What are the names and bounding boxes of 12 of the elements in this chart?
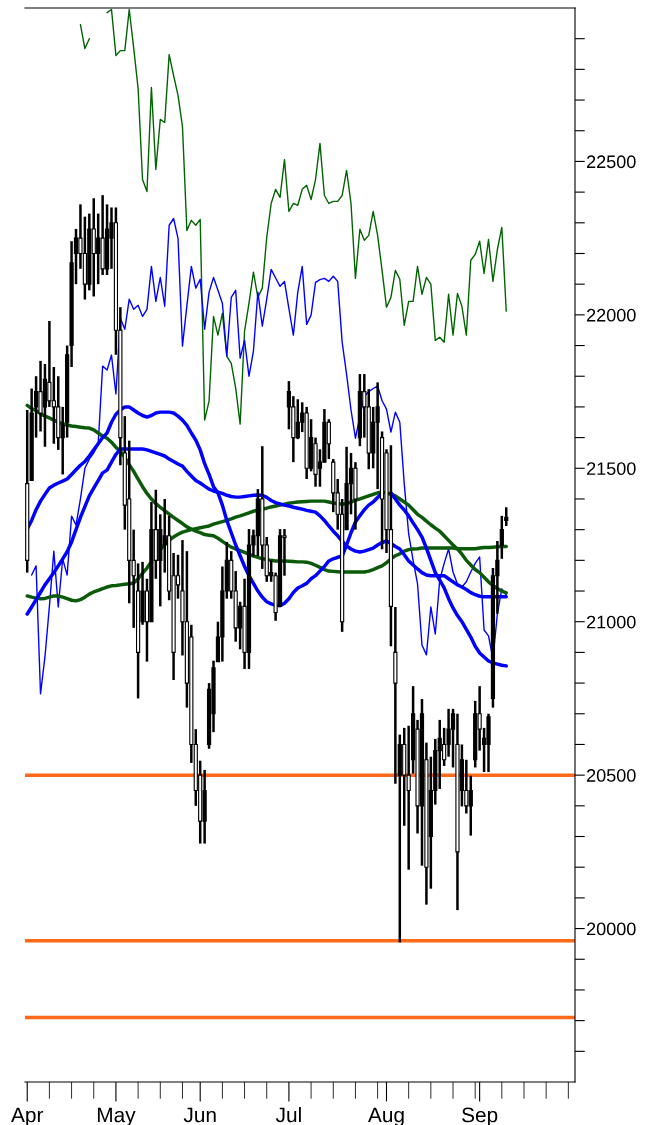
y-tick-label: 21500 [587, 462, 636, 476]
y-tick-label: 21000 [587, 615, 636, 629]
candlestick [326, 417, 331, 461]
x-tick-label: Jun [183, 1107, 216, 1123]
candlestick [295, 397, 300, 441]
y-tick-label: 20000 [587, 922, 636, 936]
candlestick [468, 774, 473, 837]
x-tick-label: Jul [275, 1107, 301, 1123]
y-tick-label: 22500 [587, 155, 636, 169]
y-tick-label: 22000 [587, 308, 636, 322]
y-tick-label: 20500 [587, 769, 636, 782]
candlestick [96, 212, 101, 286]
